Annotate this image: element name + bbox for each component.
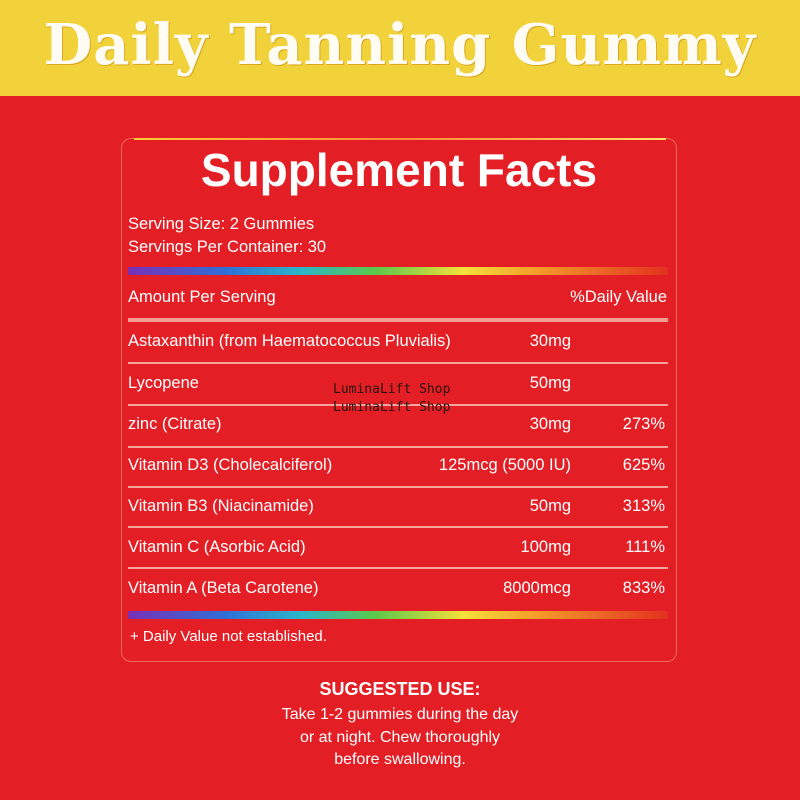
suggested-use-title: SUGGESTED USE: xyxy=(319,679,481,699)
nutrient-name: Vitamin C (Asorbic Acid) xyxy=(128,538,306,556)
facts-title: Supplement Facts xyxy=(200,144,598,196)
row-divider xyxy=(128,567,668,569)
nutrient-amount: 30mg xyxy=(529,415,571,433)
nutrient-daily-value: 111% xyxy=(625,538,665,556)
nutrient-name: Lycopene xyxy=(128,374,199,392)
nutrient-daily-value: 313% xyxy=(622,497,665,515)
header-daily-value: %Daily Value xyxy=(570,288,667,306)
panel-top-accent xyxy=(134,138,666,140)
nutrient-amount: 30mg xyxy=(529,332,571,350)
title-banner xyxy=(0,0,800,96)
nutrient-name: Vitamin B3 (Niacinamide) xyxy=(128,497,314,515)
nutrient-name: Vitamin A (Beta Carotene) xyxy=(128,579,319,597)
row-divider xyxy=(128,486,668,488)
row-divider xyxy=(128,446,668,448)
nutrient-daily-value: 273% xyxy=(622,415,665,433)
rainbow-divider-bottom xyxy=(128,611,668,619)
footnote: + Daily Value not established. xyxy=(130,628,327,645)
servings-per-container: Servings Per Container: 30 xyxy=(128,238,327,256)
nutrient-amount: 50mg xyxy=(529,374,571,392)
nutrient-name: Vitamin D3 (Cholecalciferol) xyxy=(128,456,333,474)
row-divider xyxy=(128,526,668,528)
nutrient-amount: 50mg xyxy=(529,497,571,515)
header-rule xyxy=(128,318,668,322)
nutrient-amount: 8000mcg xyxy=(503,579,571,597)
nutrient-daily-value: 833% xyxy=(622,579,665,597)
row-divider xyxy=(128,362,668,364)
watermark-text: LuminaLift Shop xyxy=(333,382,451,397)
watermark-text: LuminaLift Shop xyxy=(333,400,451,415)
suggested-use-line: Take 1-2 gummies during the day xyxy=(281,706,519,723)
product-title: Daily Tanning Gummy xyxy=(43,12,757,78)
row-divider xyxy=(128,404,668,406)
nutrient-amount: 100mg xyxy=(520,538,571,556)
nutrient-name: zinc (Citrate) xyxy=(128,415,222,433)
nutrient-name: Astaxanthin (from Haematococcus Pluviali… xyxy=(128,332,451,350)
suggested-use-line: or at night. Chew thoroughly xyxy=(299,729,501,746)
serving-size: Serving Size: 2 Gummies xyxy=(128,215,315,233)
suggested-use-line: before swallowing. xyxy=(334,751,466,768)
header-amount-per-serving: Amount Per Serving xyxy=(128,288,276,306)
rainbow-divider-top xyxy=(128,267,668,275)
nutrient-daily-value: 625% xyxy=(622,456,665,474)
nutrient-amount: 125mcg (5000 IU) xyxy=(438,456,571,474)
